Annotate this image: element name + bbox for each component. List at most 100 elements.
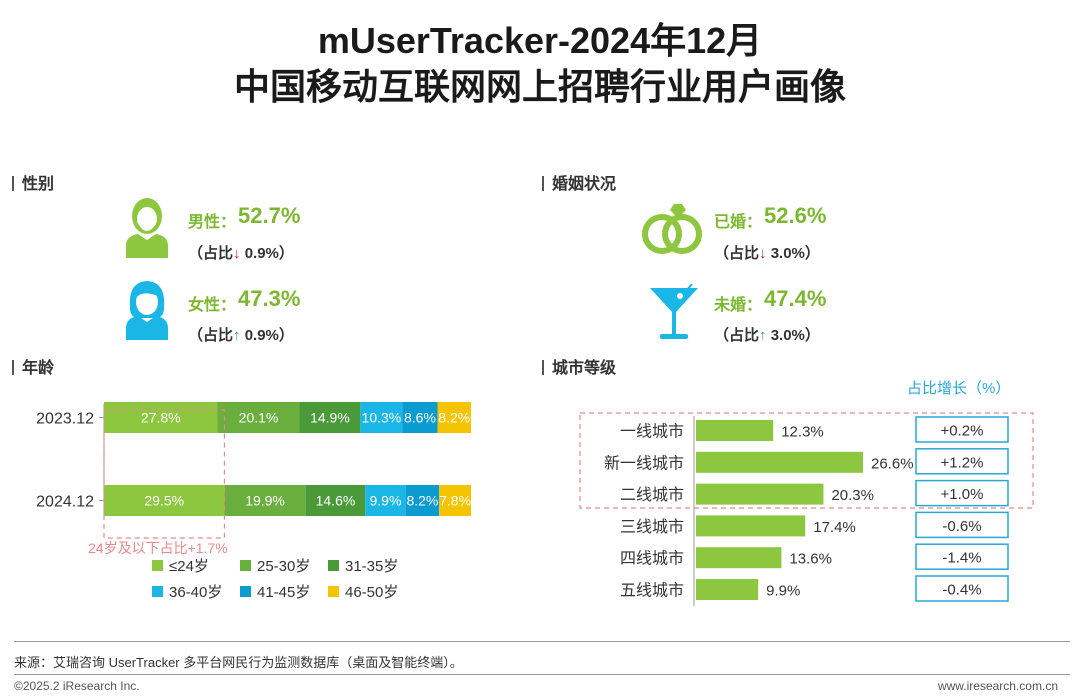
legend-swatch: [152, 560, 163, 571]
married-value: 52.6%: [764, 203, 827, 228]
gender-section-title: 性别: [12, 170, 54, 194]
city-bar-value-label: 17.4%: [813, 519, 856, 536]
age-bar-segment: [365, 485, 406, 516]
age-bar-segment: [360, 402, 403, 433]
bar-data-label: 8.6%: [404, 410, 436, 426]
up-arrow-icon: ↑: [233, 327, 241, 344]
legend-swatch: [328, 560, 339, 571]
city-category-label: 五线城市: [620, 582, 684, 600]
married-share-change: （占比↓ 3.0%）: [714, 245, 820, 262]
bar-data-label: 10.3%: [362, 410, 402, 426]
legend-label: 36-40岁: [169, 584, 222, 601]
age-bar-segment: [439, 485, 471, 516]
bar-data-label: 29.5%: [144, 493, 184, 509]
city-category-label: 二线城市: [620, 486, 684, 504]
growth-box: [915, 448, 1009, 475]
male-share-change: （占比↓ 0.9%）: [188, 245, 294, 262]
wedding-rings-icon: [642, 204, 702, 254]
growth-value: +1.0%: [941, 486, 984, 503]
page-title-line1: mUserTracker-2024年12月: [317, 20, 763, 61]
female-share-change: （占比↑ 0.9%）: [188, 327, 294, 344]
bar-data-label: 14.6%: [316, 493, 356, 509]
bar-data-label: 27.8%: [141, 410, 181, 426]
age-bar-segment: [305, 485, 366, 516]
legend-swatch: [328, 586, 339, 597]
legend-label: 41-45岁: [257, 584, 310, 601]
bar-data-label: 8.2%: [438, 410, 470, 426]
age-bar-segment: [437, 402, 471, 433]
bar-data-label: 7.8%: [439, 493, 471, 509]
male-label: 男性：: [188, 214, 237, 231]
growth-value: -0.4%: [942, 582, 981, 599]
website-link[interactable]: www.iresearch.com.cn: [937, 679, 1058, 693]
growth-value: -0.6%: [942, 518, 981, 535]
source-note: 来源：艾瑞咨询 UserTracker 多平台网民行为监测数据库（桌面及智能终端…: [14, 655, 463, 670]
footer-divider-top: [14, 641, 1070, 642]
male-user-icon: [126, 198, 168, 258]
annotation-text: 24岁及以下占比+1.7%: [88, 540, 228, 556]
city-bar: [696, 451, 863, 473]
city-bar: [696, 547, 782, 569]
age-stacked-bar-chart: 2023.12 27.8% 20.1% 14.9% 10.3% 8.6% 8.2% 2024.…: [36, 402, 471, 601]
city-tier-bar-chart: 占比增长（%） 一线城市 12.3% +0.2% 新一线城市 26.6% +1.2% 二线城市…: [579, 380, 1034, 606]
age-bar-segment: [402, 402, 438, 433]
male-value: 52.7%: [238, 203, 301, 228]
highlight-dashed-box: [579, 412, 1034, 509]
female-value: 47.3%: [238, 286, 301, 311]
city-bar-value-label: 13.6%: [789, 551, 832, 568]
growth-box: [915, 479, 1009, 507]
growth-box: [915, 575, 1009, 602]
single-label: 未婚：: [714, 297, 763, 314]
city-section-title: 城市等级: [542, 354, 616, 378]
legend-label: 25-30岁: [257, 558, 310, 575]
city-bar-value-label: 12.3%: [781, 424, 824, 441]
female-label: 女性：: [188, 297, 237, 314]
down-arrow-icon: ↓: [759, 245, 767, 262]
bar-data-label: 9.9%: [370, 493, 402, 509]
age-bar-segment: [224, 485, 306, 516]
legend-swatch: [240, 560, 251, 571]
copyright: ©2025.2 iResearch Inc.: [14, 679, 140, 693]
legend-label: ≤24岁: [169, 558, 209, 575]
legend-swatch: [152, 586, 163, 597]
growth-box: [915, 416, 1009, 443]
bar-data-label: 20.1%: [239, 410, 279, 426]
legend-label: 46-50岁: [345, 584, 398, 601]
growth-value: +1.2%: [941, 454, 984, 471]
up-arrow-icon: ↑: [759, 327, 767, 344]
age-bar-segment: [299, 402, 361, 433]
category-label: 2024.12: [36, 494, 94, 511]
city-bar: [696, 420, 774, 441]
marital-section-title: 婚姻状况: [542, 170, 616, 194]
age-section-title: 年龄: [12, 354, 54, 378]
single-value: 47.4%: [764, 286, 827, 311]
page-title-line2: 中国移动互联网网上招聘行业用户画像: [233, 66, 846, 107]
city-bar: [696, 579, 759, 600]
growth-box: [915, 511, 1009, 539]
bar-data-label: 19.9%: [245, 493, 285, 509]
city-bar: [696, 483, 824, 505]
city-category-label: 四线城市: [620, 550, 684, 568]
category-label: 2023.12: [36, 411, 94, 428]
age-bar-segment: [405, 485, 440, 516]
single-share-change: （占比↑ 3.0%）: [714, 327, 820, 344]
age-bar-segment: [104, 402, 218, 433]
down-arrow-icon: ↓: [233, 245, 241, 262]
highlight-dashed-box: [103, 409, 226, 539]
growth-column-title: 占比增长（%）: [907, 380, 1010, 397]
female-user-icon: [126, 281, 168, 340]
city-bar-value-label: 9.9%: [766, 583, 800, 600]
bar-data-label: 14.9%: [310, 410, 350, 426]
growth-value: +0.2%: [941, 423, 984, 440]
age-bar-segment: [217, 402, 300, 433]
city-bar-value-label: 26.6%: [871, 455, 914, 472]
cocktail-glass-icon: [650, 284, 698, 339]
city-category-label: 一线城市: [620, 423, 684, 441]
city-bar: [696, 515, 806, 537]
legend-label: 31-35岁: [345, 558, 398, 575]
city-category-label: 新一线城市: [604, 454, 684, 472]
legend-swatch: [240, 586, 251, 597]
city-category-label: 三线城市: [620, 518, 684, 536]
city-bar-value-label: 20.3%: [831, 487, 874, 504]
age-bar-segment: [104, 485, 225, 516]
